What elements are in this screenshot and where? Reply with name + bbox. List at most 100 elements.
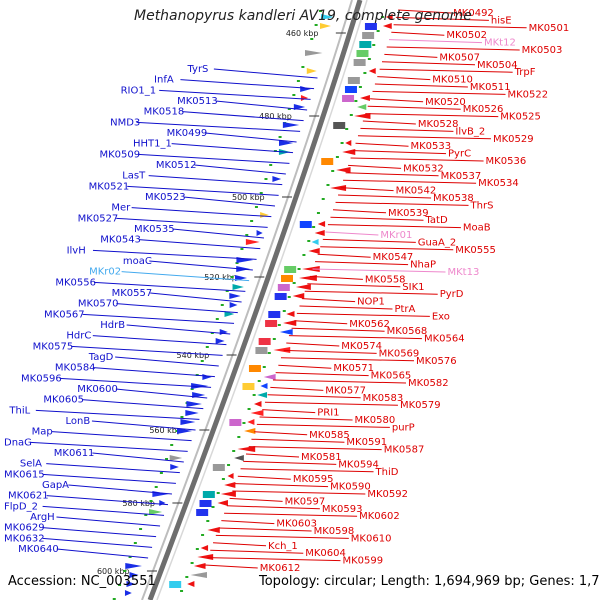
gene-label-mkr02[interactable]: MKr02 [89,267,121,278]
gene-label-ilvb_2[interactable]: IlvB_2 [455,126,485,137]
gene-label-mk0621[interactable]: MK0621 [8,491,49,502]
gene-label-hise[interactable]: hisE [491,15,512,26]
gene-label-nhap[interactable]: NhaP [410,260,436,271]
gene-label-mk0597[interactable]: MK0597 [285,496,326,507]
gene-label-mk0532[interactable]: MK0532 [403,163,444,174]
gene-label-thid[interactable]: ThiD [375,467,399,478]
gene-label-mk0537[interactable]: MK0537 [441,171,482,182]
gene-label-mk0509[interactable]: MK0509 [99,149,140,160]
gene-label-mk0503[interactable]: MK0503 [522,45,563,56]
gene-label-mk0501[interactable]: MK0501 [529,23,570,34]
gene-label-mkt12[interactable]: MKt12 [484,38,516,49]
gene-label-map[interactable]: Map [32,427,53,438]
gene-label-mk0605[interactable]: MK0605 [43,395,84,406]
gene-label-mk0523[interactable]: MK0523 [145,192,186,203]
gene-label-mk0529[interactable]: MK0529 [493,134,534,145]
gene-label-thil[interactable]: ThiL [8,405,30,416]
gene-label-argh[interactable]: ArgH [30,512,55,523]
gene-label-mk0615[interactable]: MK0615 [4,469,45,480]
gene-label-mk0584[interactable]: MK0584 [55,363,96,374]
gene-label-last[interactable]: LasT [122,171,146,182]
gene-label-mk0555[interactable]: MK0555 [455,245,496,256]
gene-label-mk0557[interactable]: MK0557 [112,288,153,299]
gene-label-mk0582[interactable]: MK0582 [408,378,449,389]
gene-label-mk0520[interactable]: MK0520 [425,97,466,108]
gene-label-mk0542[interactable]: MK0542 [396,186,437,197]
gene-label-mk0571[interactable]: MK0571 [333,363,374,374]
gene-label-hdrb[interactable]: HdrB [100,320,125,331]
gene-label-mk0569[interactable]: MK0569 [379,348,420,359]
gene-label-hdrc[interactable]: HdrC [66,331,91,342]
gene-label-mk0577[interactable]: MK0577 [325,385,366,396]
gene-label-mk0565[interactable]: MK0565 [371,371,412,382]
gene-label-nmd3[interactable]: NMD3 [110,117,140,128]
gene-label-flpd_2[interactable]: FlpD_2 [4,501,38,512]
gene-label-kch_1[interactable]: Kch_1 [268,541,298,552]
gene-label-mk0568[interactable]: MK0568 [387,326,428,337]
gene-label-mer[interactable]: Mer [111,203,131,214]
gene-label-dnag[interactable]: DnaG [4,437,32,448]
gene-label-ilvh[interactable]: IlvH [67,245,86,256]
gene-label-rio1_1[interactable]: RIO1_1 [121,85,156,96]
gene-label-mk0547[interactable]: MK0547 [373,252,414,263]
gene-label-mk0518[interactable]: MK0518 [144,107,185,118]
gene-label-mk0612[interactable]: MK0612 [260,563,301,574]
gene-label-mk0527[interactable]: MK0527 [78,213,119,224]
gene-label-mk0570[interactable]: MK0570 [78,299,119,310]
gene-label-mk0521[interactable]: MK0521 [89,181,130,192]
gene-label-mk0580[interactable]: MK0580 [355,415,396,426]
gene-label-mk0593[interactable]: MK0593 [322,504,363,515]
gene-label-mk0576[interactable]: MK0576 [416,356,457,367]
gene-label-mk0610[interactable]: MK0610 [351,533,392,544]
gene-label-pri1[interactable]: PRI1 [317,408,339,419]
gene-label-mk0581[interactable]: MK0581 [301,452,342,463]
gene-label-mk0539[interactable]: MK0539 [388,208,429,219]
gene-label-thrs[interactable]: ThrS [470,200,494,211]
gene-label-mk0598[interactable]: MK0598 [314,526,355,537]
gene-label-mk0595[interactable]: MK0595 [293,474,334,485]
gene-label-mk0603[interactable]: MK0603 [276,519,317,530]
gene-label-pyrd[interactable]: PyrD [440,289,464,300]
gene-label-mk0533[interactable]: MK0533 [411,141,452,152]
gene-label-mk0522[interactable]: MK0522 [508,89,549,100]
gene-label-moab[interactable]: MoaB [463,223,491,234]
gene-label-mk0564[interactable]: MK0564 [424,334,465,345]
gene-label-purp[interactable]: purP [392,422,415,433]
gene-label-mk0562[interactable]: MK0562 [349,319,390,330]
gene-label-mk0632[interactable]: MK0632 [4,533,45,544]
gene-label-mk0556[interactable]: MK0556 [55,277,96,288]
gene-label-trpf[interactable]: TrpF [514,67,536,78]
gene-label-mk0590[interactable]: MK0590 [330,482,371,493]
gene-label-pyrc[interactable]: PyrC [448,149,471,160]
gene-label-mk0585[interactable]: MK0585 [309,430,350,441]
gene-label-sela[interactable]: SelA [20,459,42,470]
gene-label-mk0587[interactable]: MK0587 [384,445,425,456]
gene-label-mk0591[interactable]: MK0591 [346,437,387,448]
gene-label-mk0536[interactable]: MK0536 [486,156,527,167]
gene-label-tagd[interactable]: TagD [88,352,114,363]
gene-label-lonb[interactable]: LonB [66,416,91,427]
gene-label-sik1[interactable]: SIK1 [402,282,424,293]
gene-label-mk0583[interactable]: MK0583 [363,393,404,404]
gene-label-mk0592[interactable]: MK0592 [367,489,408,500]
gene-label-mk0600[interactable]: MK0600 [77,384,118,395]
gene-label-gapa[interactable]: GapA [42,480,69,491]
gene-label-mk0513[interactable]: MK0513 [177,96,218,107]
gene-label-mk0629[interactable]: MK0629 [4,523,45,534]
gene-label-mkt13[interactable]: MKt13 [448,267,480,278]
gene-label-mk0579[interactable]: MK0579 [400,400,441,411]
gene-label-mk0543[interactable]: MK0543 [100,235,141,246]
gene-label-guaa_2[interactable]: GuaA_2 [418,237,456,248]
gene-label-mkr01[interactable]: MKr01 [380,230,412,241]
gene-label-mk0640[interactable]: MK0640 [18,544,59,555]
gene-label-ptra[interactable]: PtrA [394,304,415,315]
gene-label-mk0512[interactable]: MK0512 [156,160,197,171]
gene-label-mk0502[interactable]: MK0502 [446,30,487,41]
gene-label-mk0507[interactable]: MK0507 [439,52,480,63]
gene-label-mk0535[interactable]: MK0535 [134,224,175,235]
gene-label-tatd[interactable]: TatD [424,215,448,226]
gene-label-hht1_1[interactable]: HHT1_1 [133,139,172,150]
gene-label-mk0574[interactable]: MK0574 [341,341,382,352]
gene-label-exo[interactable]: Exo [432,311,450,322]
gene-label-mk0575[interactable]: MK0575 [33,341,74,352]
